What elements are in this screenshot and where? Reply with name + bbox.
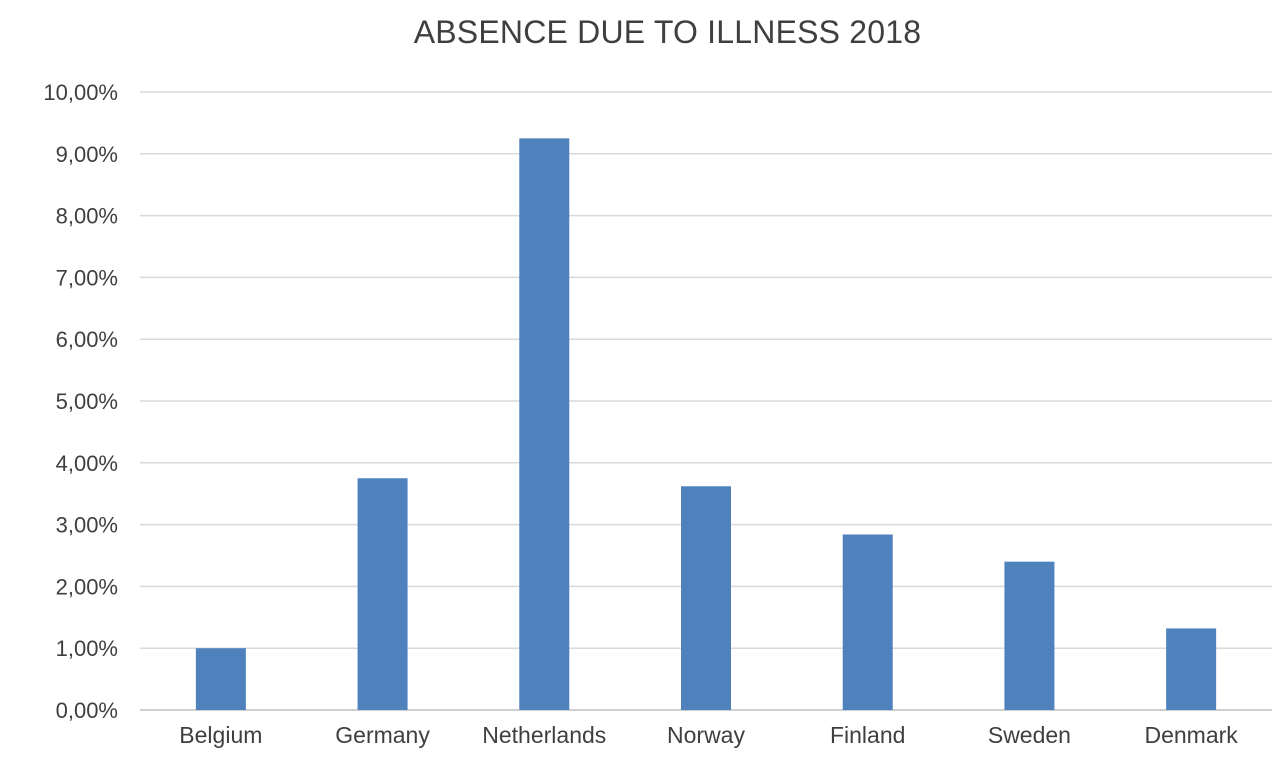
x-tick-label: Finland: [830, 722, 905, 748]
bar-belgium: [195, 648, 246, 710]
x-tick-label: Germany: [335, 722, 430, 748]
x-tick-label: Netherlands: [482, 722, 606, 748]
x-tick-label: Belgium: [179, 722, 262, 748]
y-tick-label: 4,00%: [56, 451, 118, 476]
bar-denmark: [1166, 628, 1217, 710]
bar-finland: [842, 534, 893, 710]
x-tick-label: Sweden: [988, 722, 1071, 748]
y-tick-label: 0,00%: [56, 698, 118, 723]
x-tick-label: Norway: [667, 722, 745, 748]
chart-title: ABSENCE DUE TO ILLNESS 2018: [413, 14, 922, 50]
bar-sweden: [1004, 561, 1055, 710]
x-tick-label: Denmark: [1144, 722, 1238, 748]
bar-norway: [681, 486, 731, 710]
y-tick-label: 10,00%: [43, 80, 118, 105]
y-tick-label: 3,00%: [56, 513, 118, 538]
y-tick-label: 1,00%: [56, 636, 118, 661]
y-tick-label: 8,00%: [56, 204, 118, 229]
y-tick-label: 5,00%: [56, 389, 118, 414]
y-tick-label: 7,00%: [56, 265, 118, 290]
bar-germany: [357, 478, 408, 710]
y-tick-label: 6,00%: [56, 327, 118, 352]
y-tick-label: 2,00%: [56, 574, 118, 599]
bar-netherlands: [519, 138, 570, 711]
y-tick-label: 9,00%: [56, 142, 118, 167]
